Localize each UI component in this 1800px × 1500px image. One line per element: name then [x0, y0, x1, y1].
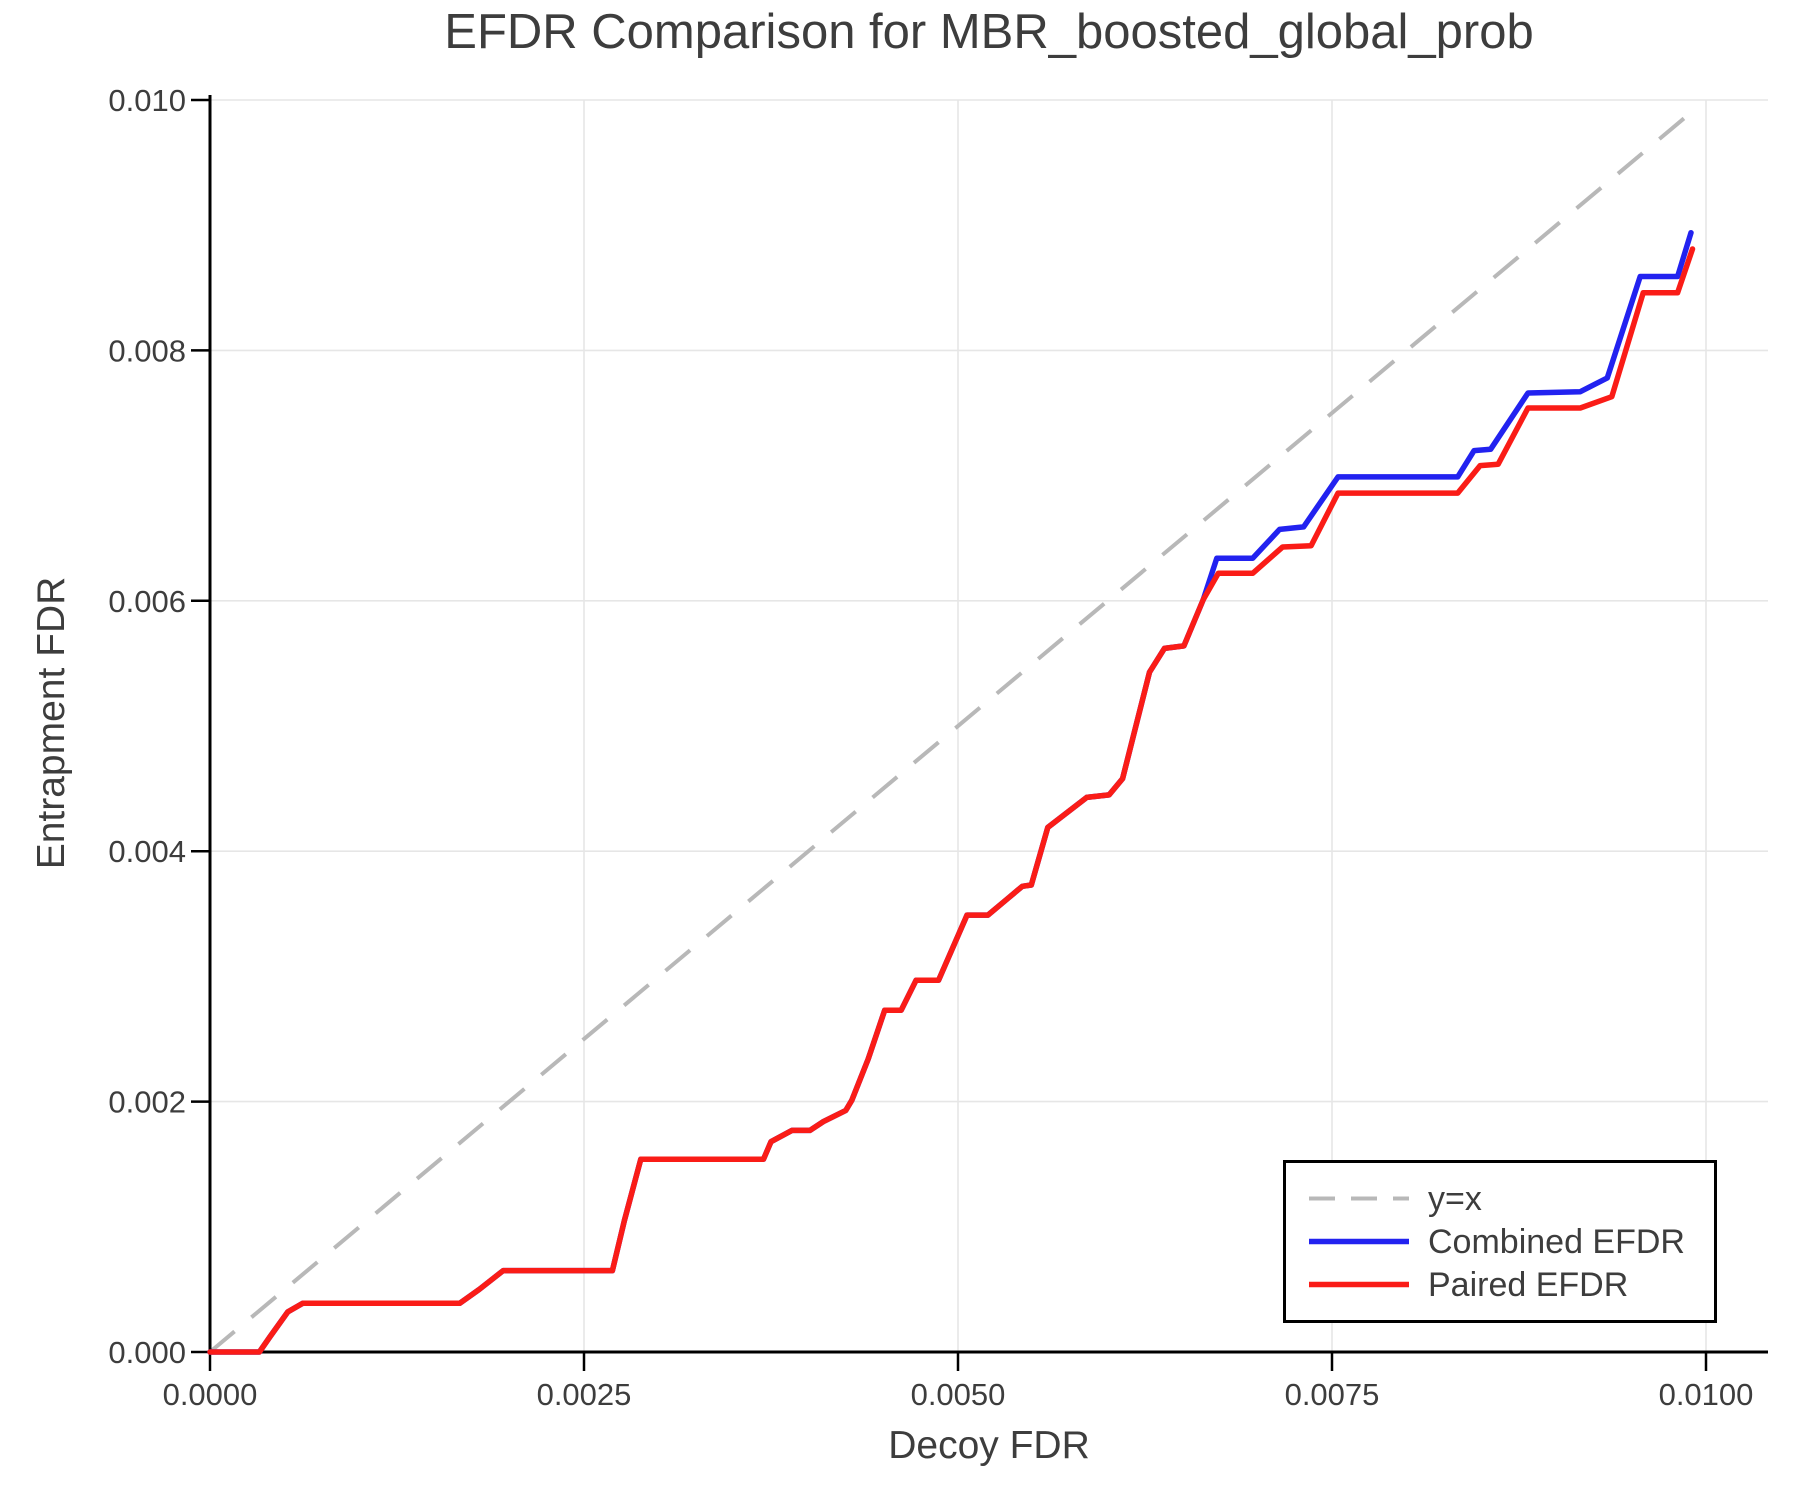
x-tick-label: 0.0075: [1285, 1377, 1380, 1412]
legend-item-combined: Combined EFDR: [1306, 1220, 1698, 1263]
y-axis-label: Entrapment FDR: [30, 576, 73, 870]
legend-dashed-line-sample: [1309, 1196, 1409, 1201]
legend: y=x Combined EFDR Paired EFDR: [1283, 1160, 1717, 1323]
legend-red-line-sample: [1309, 1281, 1409, 1288]
y-tick-label: 0.010: [108, 83, 186, 118]
legend-blue-line-sample: [1309, 1238, 1409, 1245]
y-tick-label: 0.008: [108, 333, 186, 368]
y-tick-label: 0.006: [108, 584, 186, 619]
series-line-paired-efdr: [207, 246, 1696, 1355]
y-tick-label: 0.002: [108, 1085, 186, 1120]
legend-label-identity: y=x: [1428, 1179, 1482, 1218]
x-tick-label: 0.0000: [163, 1377, 258, 1412]
y-tick-label: 0.004: [108, 834, 186, 869]
legend-label-paired: Paired EFDR: [1428, 1265, 1629, 1304]
x-tick-label: 0.0025: [537, 1377, 632, 1412]
legend-label-combined: Combined EFDR: [1428, 1222, 1685, 1261]
y-tick-label: 0.000: [108, 1335, 186, 1370]
chart-title: EFDR Comparison for MBR_boosted_global_p…: [444, 5, 1534, 59]
legend-item-identity: y=x: [1306, 1177, 1698, 1220]
legend-item-paired: Paired EFDR: [1306, 1263, 1698, 1306]
x-axis-label: Decoy FDR: [888, 1424, 1090, 1467]
x-tick-label: 0.0100: [1659, 1377, 1754, 1412]
x-tick-label: 0.0050: [911, 1377, 1006, 1412]
